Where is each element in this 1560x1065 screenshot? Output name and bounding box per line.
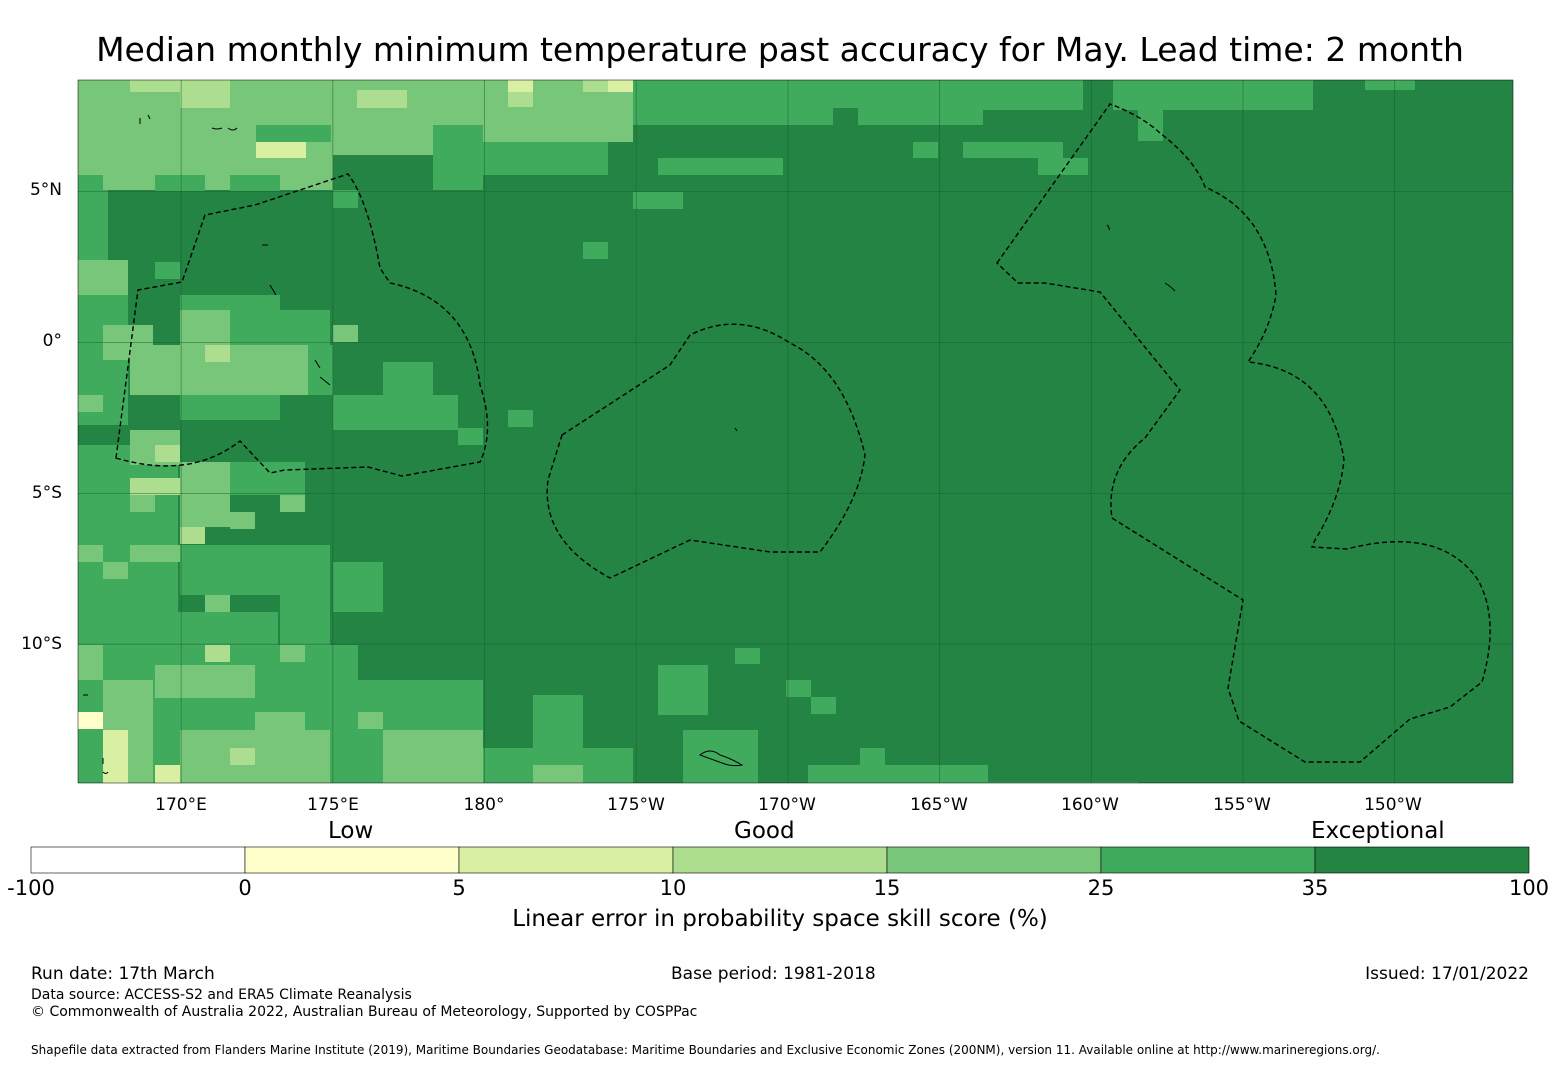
colorbar-segment (1100, 846, 1316, 874)
map-title: Median monthly minimum temperature past … (96, 30, 1464, 69)
eez-boundary-tuvalu (115, 173, 489, 477)
map-frame (77, 79, 1514, 784)
eez-boundary-tokelau (546, 323, 866, 579)
category-exceptional: Exceptional (1311, 818, 1445, 844)
colorbar-tick: -100 (7, 876, 55, 900)
colorbar-tick: 35 (1301, 876, 1329, 900)
colorbar-tick: 100 (1508, 876, 1550, 900)
colorbar (30, 846, 1530, 874)
lon-label-175e: 175°E (307, 795, 359, 815)
base-period: Base period: 1981-2018 (671, 964, 876, 984)
category-low: Low (328, 818, 374, 844)
shapefile-credit: Shapefile data extracted from Flanders M… (31, 1043, 1380, 1057)
colorbar-segment (672, 846, 888, 874)
graticule (78, 80, 1513, 783)
eez-boundaries (115, 103, 1491, 763)
colorbar-label: Linear error in probability space skill … (512, 906, 1048, 932)
lat-label-5n: 5°N (29, 180, 62, 200)
lon-label-180: 180° (463, 795, 505, 815)
island-coastlines (83, 114, 1176, 774)
eez-boundary-kiribati-line (996, 103, 1491, 763)
lat-label-0: 0° (42, 331, 62, 351)
lat-label-10s: 10°S (21, 634, 62, 654)
category-good: Good (734, 818, 795, 844)
colorbar-tick: 5 (452, 876, 466, 900)
lon-label-170w: 170°W (758, 795, 816, 815)
colorbar-segment (886, 846, 1102, 874)
colorbar-segment (458, 846, 674, 874)
colorbar-segment (244, 846, 460, 874)
lon-label-155w: 155°W (1213, 795, 1271, 815)
colorbar-tick: 25 (1087, 876, 1115, 900)
skill-cells (78, 80, 1415, 783)
run-date: Run date: 17th March (31, 964, 215, 984)
colorbar-tick: 10 (659, 876, 687, 900)
issued-date: Issued: 17/01/2022 (1365, 964, 1529, 984)
lon-label-175w: 175°W (607, 795, 665, 815)
lon-label-170e: 170°E (155, 795, 207, 815)
colorbar-segment (30, 846, 246, 874)
lon-label-160w: 160°W (1061, 795, 1119, 815)
lat-label-5s: 5°S (31, 483, 62, 503)
colorbar-tick: 0 (238, 876, 252, 900)
data-source: Data source: ACCESS-S2 and ERA5 Climate … (31, 987, 412, 1003)
lon-label-150w: 150°W (1364, 795, 1422, 815)
colorbar-segment (1314, 846, 1530, 874)
colorbar-tick: 15 (873, 876, 901, 900)
copyright: © Commonwealth of Australia 2022, Austra… (31, 1004, 698, 1020)
lon-label-165w: 165°W (910, 795, 968, 815)
